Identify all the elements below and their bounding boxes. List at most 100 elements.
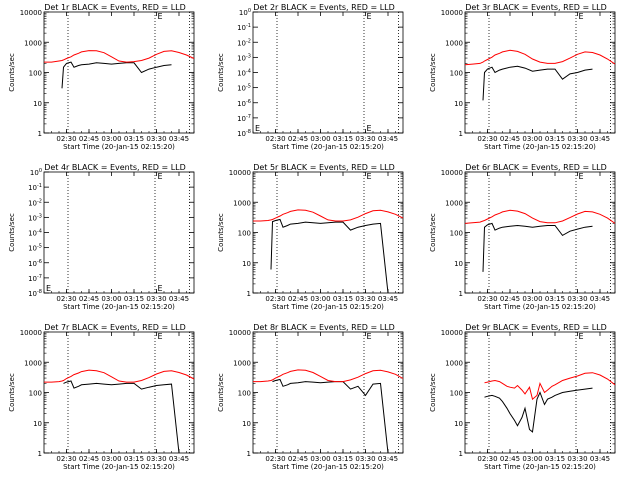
x-tick-label: 03:30 — [355, 295, 375, 303]
y-tick-label: 1000 — [445, 359, 463, 367]
events-series-line — [61, 61, 172, 89]
marker-label: E — [158, 284, 163, 293]
y-tick-label: 10000 — [20, 9, 42, 17]
x-tick-label: 03:15 — [333, 455, 353, 463]
x-axis-label: Start Time (20-Jan-15 02:15:20) — [63, 143, 175, 151]
tick-label-base: 10 — [28, 260, 37, 268]
marker-label: E — [46, 284, 51, 293]
x-axis-label: Start Time (20-Jan-15 02:15:20) — [484, 463, 596, 471]
x-tick-label: 03:45 — [378, 455, 398, 463]
plot-frame — [252, 11, 404, 134]
tick-label-exponent: -7 — [37, 274, 42, 280]
y-axis-label: Counts/sec — [429, 53, 437, 92]
x-tick-label: 03:15 — [124, 455, 144, 463]
tick-label-exponent: -3 — [37, 213, 42, 219]
x-tick-label: 03:30 — [567, 135, 587, 143]
x-tick-label: 03:00 — [310, 135, 330, 143]
y-tick-label: 10-2 — [28, 198, 42, 207]
events-series-line — [484, 387, 593, 433]
y-axis-label: Counts/sec — [217, 213, 225, 252]
tick-label-base: 10 — [237, 70, 246, 78]
y-tick-label: 10 — [33, 100, 42, 108]
lld-series-line — [44, 50, 195, 63]
tick-label-exponent: -1 — [37, 183, 42, 189]
y-axis-label: Counts/sec — [8, 53, 16, 92]
lld-series-line — [484, 372, 616, 401]
x-tick-label: 03:15 — [545, 295, 565, 303]
tick-label-base: 10 — [28, 184, 37, 192]
marker-label: E — [579, 172, 584, 181]
tick-label-base: 10 — [30, 169, 39, 177]
y-tick-label: 10 — [242, 260, 251, 268]
y-tick-label: 1 — [247, 450, 251, 458]
x-tick-label: 02:30 — [56, 135, 76, 143]
y-tick-label: 1 — [38, 130, 42, 138]
marker-label: E — [158, 12, 163, 21]
y-tick-label: 10 — [33, 420, 42, 428]
x-tick-label: 02:30 — [265, 135, 285, 143]
x-tick-label: 03:30 — [355, 455, 375, 463]
marker-label: E — [579, 332, 584, 341]
plot-frame — [252, 331, 404, 454]
y-tick-label: 1 — [459, 130, 463, 138]
y-tick-label: 100 — [238, 390, 251, 398]
y-tick-label: 100 — [239, 8, 251, 17]
x-tick-label: 03:00 — [101, 295, 121, 303]
plot-title: Det 3r BLACK = Events, RED = LLD — [465, 3, 607, 12]
tick-label-exponent: -2 — [246, 38, 251, 44]
lld-series-line — [253, 369, 404, 383]
y-tick-label: 10-6 — [28, 259, 42, 268]
y-tick-label: 10 — [454, 260, 463, 268]
x-tick-label: 02:30 — [265, 455, 285, 463]
tick-label-exponent: -6 — [246, 99, 251, 105]
x-tick-label: 02:30 — [56, 455, 76, 463]
x-tick-label: 03:00 — [310, 295, 330, 303]
y-tick-label: 10-7 — [237, 114, 251, 123]
y-tick-label: 10-4 — [28, 229, 42, 238]
x-tick-label: 02:45 — [288, 135, 308, 143]
x-tick-label: 03:45 — [590, 295, 610, 303]
tick-label-base: 10 — [237, 100, 246, 108]
x-tick-label: 02:45 — [288, 455, 308, 463]
plot-frame — [43, 331, 195, 454]
tick-label-exponent: -1 — [246, 23, 251, 29]
y-tick-label: 100 — [29, 390, 42, 398]
marker-label: E — [367, 332, 372, 341]
tick-label-base: 10 — [237, 39, 246, 47]
y-tick-label: 1000 — [24, 359, 42, 367]
lld-series-line — [464, 49, 616, 66]
x-tick-label: 02:45 — [288, 295, 308, 303]
plot-title: Det 9r BLACK = Events, RED = LLD — [465, 323, 607, 332]
marker-label: E — [367, 12, 372, 21]
y-tick-label: 1 — [38, 450, 42, 458]
tick-label-base: 10 — [28, 199, 37, 207]
x-tick-label: 03:30 — [146, 455, 166, 463]
events-series-line — [272, 378, 389, 454]
plot-title: Det 8r BLACK = Events, RED = LLD — [253, 323, 395, 332]
marker-label: E — [367, 172, 372, 181]
y-tick-label: 10 — [454, 420, 463, 428]
tick-label-base: 10 — [28, 245, 37, 253]
x-axis-label: Start Time (20-Jan-15 02:15:20) — [272, 143, 384, 151]
y-tick-label: 1000 — [233, 199, 251, 207]
tick-label-base: 10 — [237, 115, 246, 123]
y-tick-label: 10-8 — [28, 289, 42, 298]
x-tick-label: 02:45 — [500, 455, 520, 463]
marker-label: E — [158, 332, 163, 341]
x-tick-label: 03:00 — [101, 135, 121, 143]
y-tick-label: 1 — [247, 290, 251, 298]
tick-label-exponent: -7 — [246, 114, 251, 120]
plot-title: Det 5r BLACK = Events, RED = LLD — [253, 163, 395, 172]
y-tick-label: 10-7 — [28, 274, 42, 283]
y-tick-label: 10000 — [441, 169, 463, 177]
x-tick-label: 03:00 — [522, 295, 542, 303]
y-tick-label: 10 — [454, 100, 463, 108]
x-tick-label: 02:45 — [500, 135, 520, 143]
y-axis-label: Counts/sec — [429, 373, 437, 412]
x-tick-label: 03:15 — [124, 135, 144, 143]
marker-label: E — [158, 172, 163, 181]
y-tick-label: 100 — [238, 230, 251, 238]
tick-label-exponent: -4 — [37, 229, 42, 235]
y-tick-label: 10-3 — [237, 53, 251, 62]
